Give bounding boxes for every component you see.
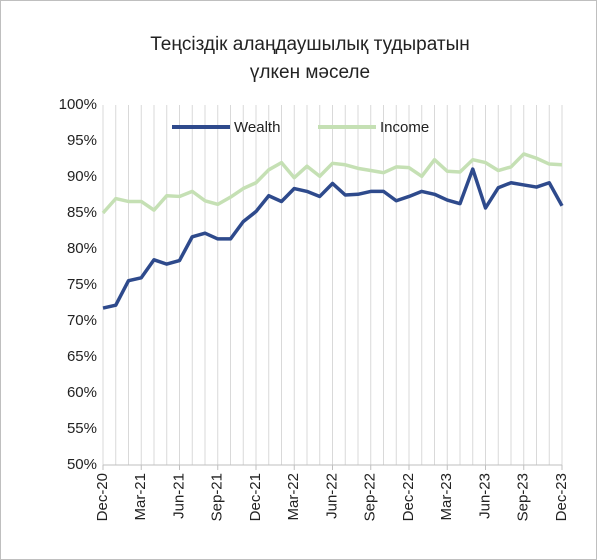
line-series	[101, 152, 563, 215]
y-tick-label: 95%	[67, 132, 97, 149]
x-tick-label: Jun-22	[323, 473, 340, 519]
x-tick-label: Dec-20	[94, 473, 111, 521]
y-tick-label: 85%	[67, 204, 97, 221]
y-tick-label: 55%	[67, 420, 97, 437]
legend-label: Income	[380, 119, 429, 136]
y-tick-label: 80%	[67, 240, 97, 257]
chart-title: үлкен мәселе	[250, 62, 370, 83]
x-tick-label: Dec-21	[247, 473, 264, 521]
y-tick-label: 70%	[67, 312, 97, 329]
y-tick-label: 90%	[67, 168, 97, 185]
x-tick-label: Jun-21	[170, 473, 187, 519]
y-tick-label: 60%	[67, 384, 97, 401]
x-tick-label: Dec-23	[553, 473, 570, 521]
y-tick-label: 75%	[67, 276, 97, 293]
x-tick-label: Mar-22	[285, 473, 302, 521]
x-tick-label: Jun-23	[476, 473, 493, 519]
x-tick-label: Mar-21	[132, 473, 149, 521]
y-tick-label: 65%	[67, 348, 97, 365]
x-tick-label: Mar-23	[438, 473, 455, 521]
x-tick-label: Sep-21	[209, 473, 226, 521]
line-series	[102, 167, 564, 310]
y-tick-label: 50%	[67, 456, 97, 473]
x-tick-label: Dec-22	[400, 473, 417, 521]
x-tick-label: Sep-23	[515, 473, 532, 521]
chart-title: Теңсіздік алаңдаушылық тудыратын	[150, 34, 470, 55]
legend-label: Wealth	[234, 119, 280, 136]
x-tick-label: Sep-22	[362, 473, 379, 521]
y-tick-label: 100%	[59, 96, 97, 113]
